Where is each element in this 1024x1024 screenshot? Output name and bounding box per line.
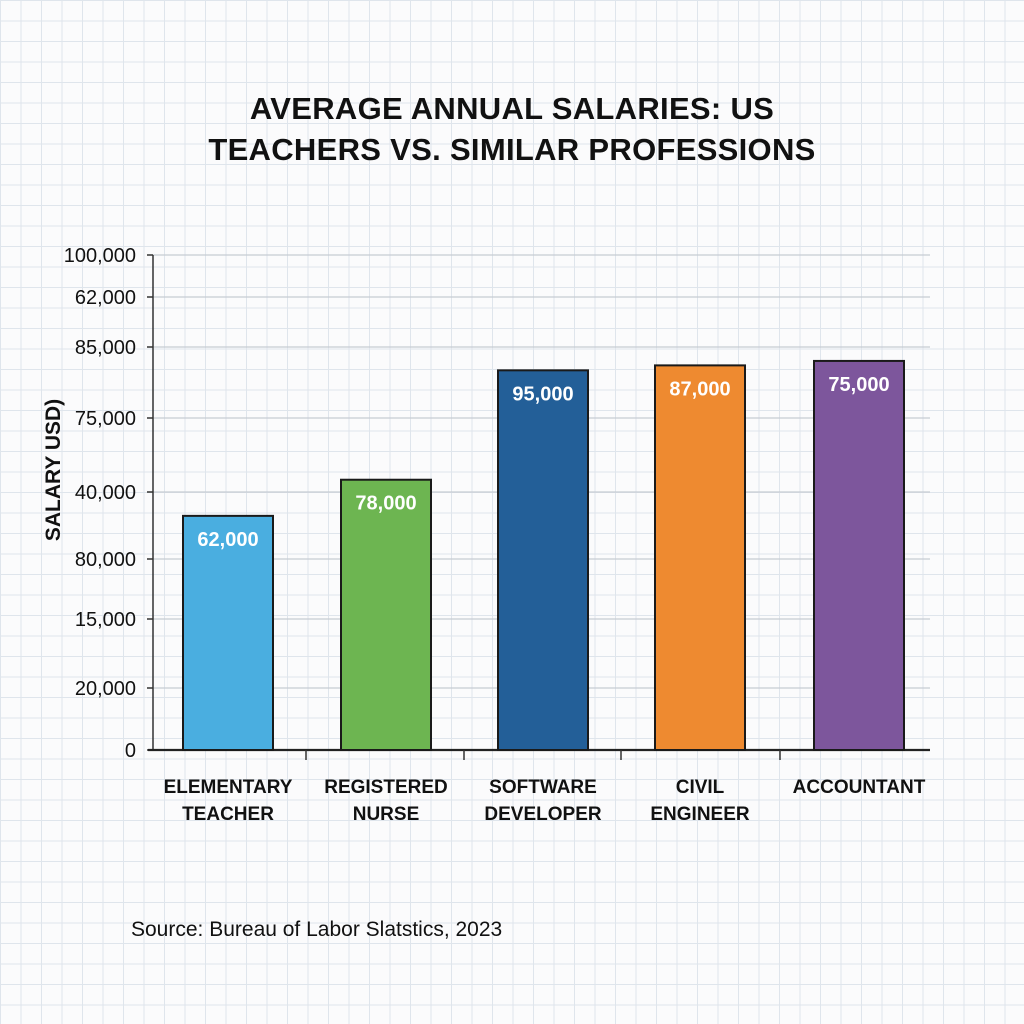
bar [182, 514, 274, 751]
bar [654, 364, 746, 751]
y-tick-label: 40,000 [75, 482, 136, 504]
y-tick-label: 80,000 [75, 549, 136, 571]
x-category-label: SOFTWARE [489, 777, 597, 798]
x-category-label: CIVIL [676, 777, 725, 798]
y-tick-label: 75,000 [75, 408, 136, 430]
chart-title-line-1: AVERAGE ANNUAL SALARIES: US [249, 91, 775, 126]
y-tick-label: 62,000 [75, 287, 136, 309]
x-category-label: REGISTERED [324, 777, 448, 798]
bar-value-label: 95,000 [512, 383, 573, 405]
bar [497, 369, 589, 751]
source-note: Source: Bureau of Labor Slatstics, 2023 [131, 918, 503, 941]
x-category-label: TEACHER [182, 804, 274, 825]
bar-value-label: 87,000 [669, 378, 730, 400]
bar-value-label: 62,000 [197, 529, 258, 551]
x-category-label: ENGINEER [650, 804, 750, 825]
y-tick-label: 15,000 [75, 609, 136, 631]
bar [813, 359, 905, 751]
chart-title: AVERAGE ANNUAL SALARIES: US TEACHERS VS.… [112, 88, 912, 170]
y-tick-label: 0 [125, 740, 136, 762]
x-category-label: ELEMENTARY [164, 777, 293, 798]
x-category-label: ACCOUNTANT [793, 777, 926, 798]
y-tick-label: 100,000 [64, 245, 136, 267]
y-tick-label: 85,000 [75, 337, 136, 359]
bar-value-label: 75,000 [828, 374, 889, 396]
bar-value-label: 78,000 [355, 493, 416, 515]
y-axis-title: SALARY USD) [42, 399, 65, 541]
bar [340, 478, 432, 751]
x-category-label: DEVELOPER [484, 804, 601, 825]
y-tick-label: 20,000 [75, 678, 136, 700]
chart-title-line-2: TEACHERS VS. SIMILAR PROFESSIONS [208, 132, 816, 167]
x-category-label: NURSE [353, 804, 420, 825]
